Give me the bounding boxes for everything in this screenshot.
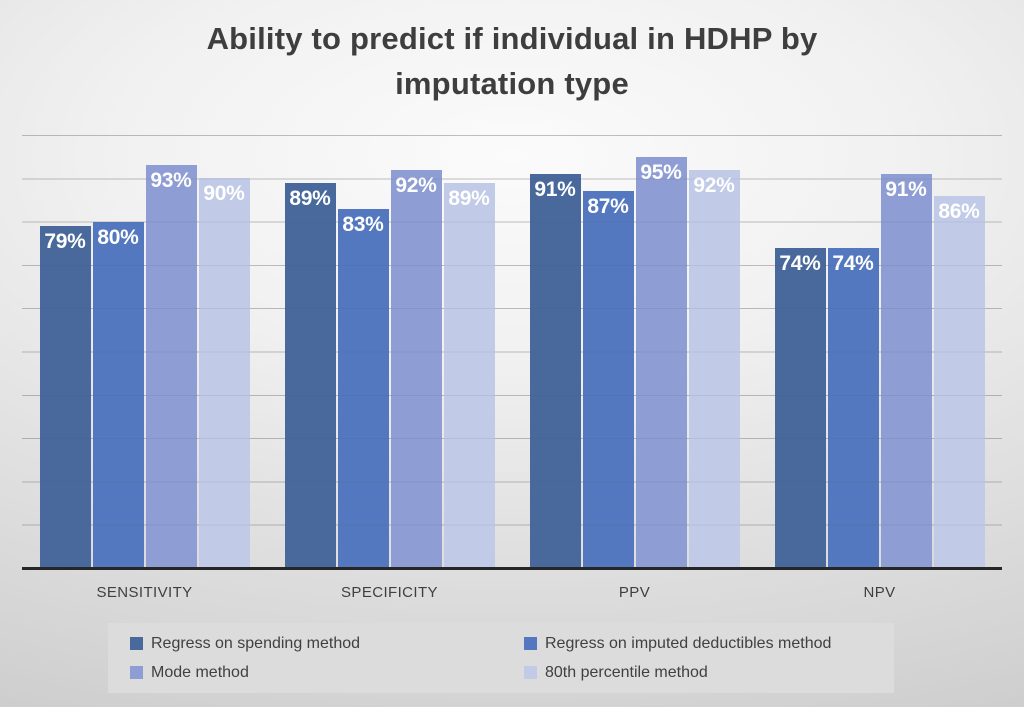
bar-value-label: 90% bbox=[203, 182, 245, 206]
bar-npv-regress-on-imputed-deductibles-method: 74% bbox=[827, 247, 879, 568]
bar-ppv-regress-on-imputed-deductibles-method: 87% bbox=[582, 191, 634, 568]
legend-item-mode-method: Mode method bbox=[130, 664, 524, 682]
category-label-npv: NPV bbox=[863, 584, 896, 601]
bar-ppv-80th-percentile-method: 92% bbox=[688, 169, 740, 568]
legend-label: Regress on imputed deductibles method bbox=[545, 634, 832, 652]
bar-value-label: 80% bbox=[97, 225, 139, 249]
bar-ppv-mode-method: 95% bbox=[635, 156, 687, 568]
bar-value-label: 87% bbox=[587, 195, 629, 219]
bar-value-label: 74% bbox=[832, 251, 874, 275]
category-label-ppv: PPV bbox=[618, 584, 651, 601]
legend-item-regress-on-imputed-deductibles-method: Regress on imputed deductibles method bbox=[524, 635, 894, 653]
bar-value-label: 79% bbox=[44, 229, 86, 253]
bar-sensitivity-regress-on-imputed-deductibles-method: 80% bbox=[92, 221, 144, 568]
x-axis-line bbox=[22, 567, 1002, 570]
legend-label: 80th percentile method bbox=[545, 663, 708, 681]
bar-specificity-regress-on-spending-method: 89% bbox=[284, 182, 336, 568]
category-label-specificity: SPECIFICITY bbox=[341, 584, 438, 601]
legend-item-80th-percentile-method: 80th percentile method bbox=[524, 664, 894, 682]
category-group-ppv: 91% 87% 95% 92% bbox=[512, 135, 757, 568]
category-group-sensitivity: 79% 80% 93% 90% bbox=[22, 135, 267, 568]
bar-sensitivity-80th-percentile-method: 90% bbox=[198, 178, 250, 568]
chart-title-line-2: imputation type bbox=[395, 66, 629, 101]
chart-title-line-1: Ability to predict if individual in HDHP… bbox=[206, 21, 818, 56]
bar-specificity-mode-method: 92% bbox=[390, 169, 442, 568]
bar-ppv-regress-on-spending-method: 91% bbox=[529, 173, 581, 568]
bar-value-label: 89% bbox=[448, 186, 490, 210]
legend-color-swatch bbox=[130, 637, 143, 650]
bar-value-label: 92% bbox=[693, 173, 735, 197]
bar-value-label: 91% bbox=[885, 177, 927, 201]
bar-value-label: 92% bbox=[395, 173, 437, 197]
bar-value-label: 93% bbox=[150, 169, 192, 193]
legend-item-regress-on-spending-method: Regress on spending method bbox=[130, 635, 524, 653]
plot-area: 79% 80% 93% 90% 89% 83% 92% 89% 91% 87% 95% 92% 74% 7… bbox=[22, 135, 1002, 570]
category-labels: SENSITIVITY SPECIFICITY PPV NPV bbox=[22, 584, 1002, 601]
category-group-npv: 74% 74% 91% 86% bbox=[757, 135, 1002, 568]
bar-sensitivity-regress-on-spending-method: 79% bbox=[39, 225, 91, 568]
bar-value-label: 74% bbox=[779, 251, 821, 275]
bar-npv-mode-method: 91% bbox=[880, 173, 932, 568]
bar-value-label: 86% bbox=[938, 199, 980, 223]
legend: Regress on spending method Regress on imp… bbox=[108, 623, 894, 693]
category-group-specificity: 89% 83% 92% 89% bbox=[267, 135, 512, 568]
bar-value-label: 91% bbox=[534, 177, 576, 201]
legend-color-swatch bbox=[130, 666, 143, 679]
legend-color-swatch bbox=[524, 637, 537, 650]
bar-npv-regress-on-spending-method: 74% bbox=[774, 247, 826, 568]
bar-groups: 79% 80% 93% 90% 89% 83% 92% 89% 91% 87% 95% 92% 74% 7… bbox=[22, 135, 1002, 568]
bar-value-label: 95% bbox=[640, 160, 682, 184]
legend-label: Mode method bbox=[151, 663, 249, 681]
chart-title: Ability to predict if individual in HDHP… bbox=[0, 16, 1024, 106]
legend-color-swatch bbox=[524, 666, 537, 679]
bar-specificity-80th-percentile-method: 89% bbox=[443, 182, 495, 568]
category-label-sensitivity: SENSITIVITY bbox=[96, 584, 193, 601]
bar-value-label: 83% bbox=[342, 212, 384, 236]
bar-sensitivity-mode-method: 93% bbox=[145, 165, 197, 568]
bar-value-label: 89% bbox=[289, 186, 331, 210]
legend-label: Regress on spending method bbox=[151, 634, 361, 652]
bar-specificity-regress-on-imputed-deductibles-method: 83% bbox=[337, 208, 389, 568]
bar-npv-80th-percentile-method: 86% bbox=[933, 195, 985, 568]
